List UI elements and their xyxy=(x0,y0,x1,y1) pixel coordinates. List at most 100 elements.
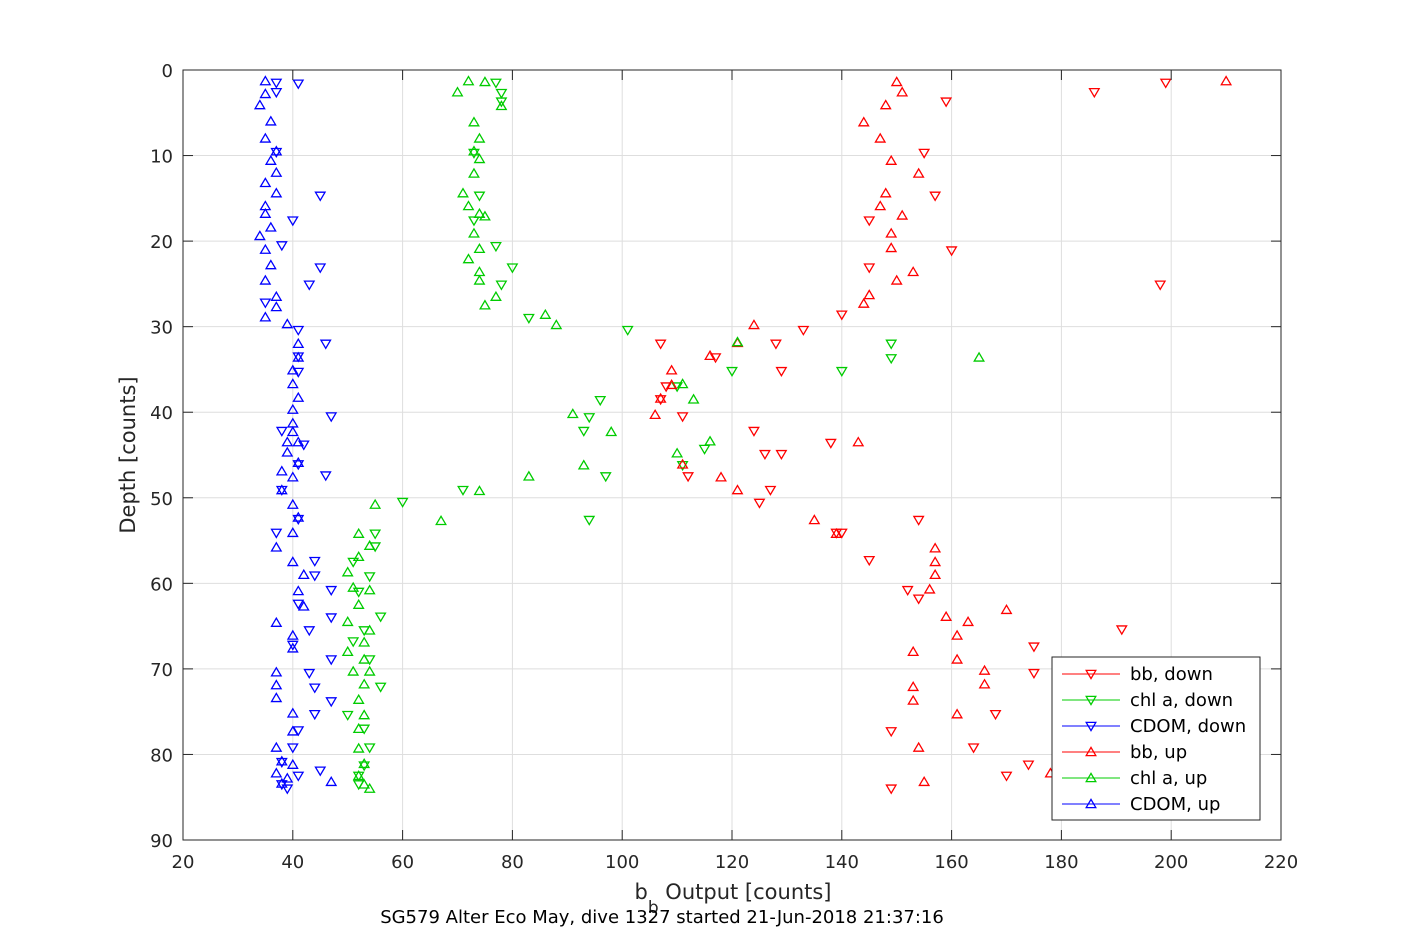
data-point xyxy=(731,336,744,347)
x-tick-label: 220 xyxy=(1264,852,1298,873)
data-point xyxy=(726,366,738,377)
legend-marker xyxy=(1085,772,1097,783)
data-point xyxy=(748,426,760,437)
data-point xyxy=(358,653,371,664)
data-point xyxy=(286,642,299,653)
data-point xyxy=(495,280,508,291)
data-point xyxy=(341,566,354,577)
data-point xyxy=(479,76,491,87)
data-point xyxy=(671,447,684,458)
y-tick-label: 90 xyxy=(150,831,173,852)
data-point xyxy=(264,259,277,270)
data-point xyxy=(468,227,480,238)
data-point xyxy=(978,664,991,675)
data-point xyxy=(522,470,535,481)
data-point xyxy=(1220,75,1233,86)
data-point xyxy=(879,187,892,198)
data-point xyxy=(270,767,283,778)
data-point xyxy=(369,498,382,509)
data-point xyxy=(286,629,299,640)
series-2 xyxy=(259,78,338,795)
data-point xyxy=(281,436,294,447)
data-point xyxy=(473,274,486,285)
x-tick-label: 20 xyxy=(172,852,195,873)
data-point xyxy=(270,166,283,177)
data-point xyxy=(852,436,865,447)
data-point xyxy=(352,769,365,781)
x-axis-label-subscript: b xyxy=(648,898,659,918)
data-point xyxy=(907,694,920,705)
data-point xyxy=(358,758,371,769)
data-point xyxy=(769,339,782,350)
data-point xyxy=(281,446,294,457)
data-point xyxy=(824,438,837,449)
data-point xyxy=(1028,642,1040,653)
legend-entries: bb, down chl a, down CDOM, down bb, up chl a… xyxy=(1062,664,1246,815)
y-tick-label: 0 xyxy=(162,61,173,82)
data-point xyxy=(649,408,662,420)
data-point xyxy=(286,471,299,482)
data-point xyxy=(270,541,283,552)
data-point xyxy=(687,393,700,404)
series-3 xyxy=(649,75,1233,787)
data-point xyxy=(907,266,920,277)
legend-entry: chl a, up xyxy=(1062,768,1207,789)
legend-marker xyxy=(1085,669,1097,680)
data-point xyxy=(654,339,667,350)
data-point xyxy=(259,207,272,218)
data-point xyxy=(341,710,354,721)
data-point xyxy=(923,583,936,594)
data-point xyxy=(594,395,607,407)
data-point xyxy=(281,318,294,329)
data-point xyxy=(473,153,486,164)
data-point xyxy=(912,167,925,178)
legend-box xyxy=(1051,656,1261,821)
data-point xyxy=(253,99,266,110)
data-point xyxy=(797,325,810,336)
data-point xyxy=(1022,760,1035,771)
data-point xyxy=(857,297,870,308)
data-point xyxy=(929,542,942,553)
data-point xyxy=(347,557,360,568)
data-point xyxy=(885,242,898,253)
data-point xyxy=(863,289,876,300)
legend-entry: bb, up xyxy=(1062,742,1187,763)
data-point xyxy=(352,742,365,753)
data-point xyxy=(435,515,447,526)
data-point xyxy=(341,645,354,657)
data-point xyxy=(358,636,371,647)
data-point xyxy=(473,132,486,143)
data-point xyxy=(759,449,771,460)
data-point xyxy=(308,709,321,721)
data-point xyxy=(308,556,321,567)
data-point xyxy=(912,515,925,526)
data-point xyxy=(709,353,722,364)
data-point xyxy=(286,743,299,754)
data-point xyxy=(314,263,327,274)
data-point xyxy=(270,145,283,156)
data-point xyxy=(292,771,305,782)
data-point xyxy=(912,741,925,752)
data-point xyxy=(358,761,371,772)
data-point xyxy=(1154,280,1167,291)
data-markers xyxy=(253,75,1233,795)
data-point xyxy=(912,594,925,605)
y-tick-label: 30 xyxy=(150,318,173,339)
data-point xyxy=(1000,771,1013,782)
data-point xyxy=(808,514,821,525)
y-tick-label: 60 xyxy=(150,574,173,595)
data-point xyxy=(468,216,480,227)
data-point xyxy=(731,484,744,495)
data-point xyxy=(473,485,486,496)
data-point xyxy=(462,75,475,86)
data-point xyxy=(918,148,931,159)
data-point xyxy=(468,148,480,159)
legend-label: CDOM, down xyxy=(1130,716,1246,737)
data-point xyxy=(929,556,942,567)
legend-label: bb, up xyxy=(1130,742,1187,763)
data-point xyxy=(835,310,848,321)
data-point xyxy=(885,154,898,165)
data-point xyxy=(314,191,327,202)
data-point xyxy=(259,311,272,322)
